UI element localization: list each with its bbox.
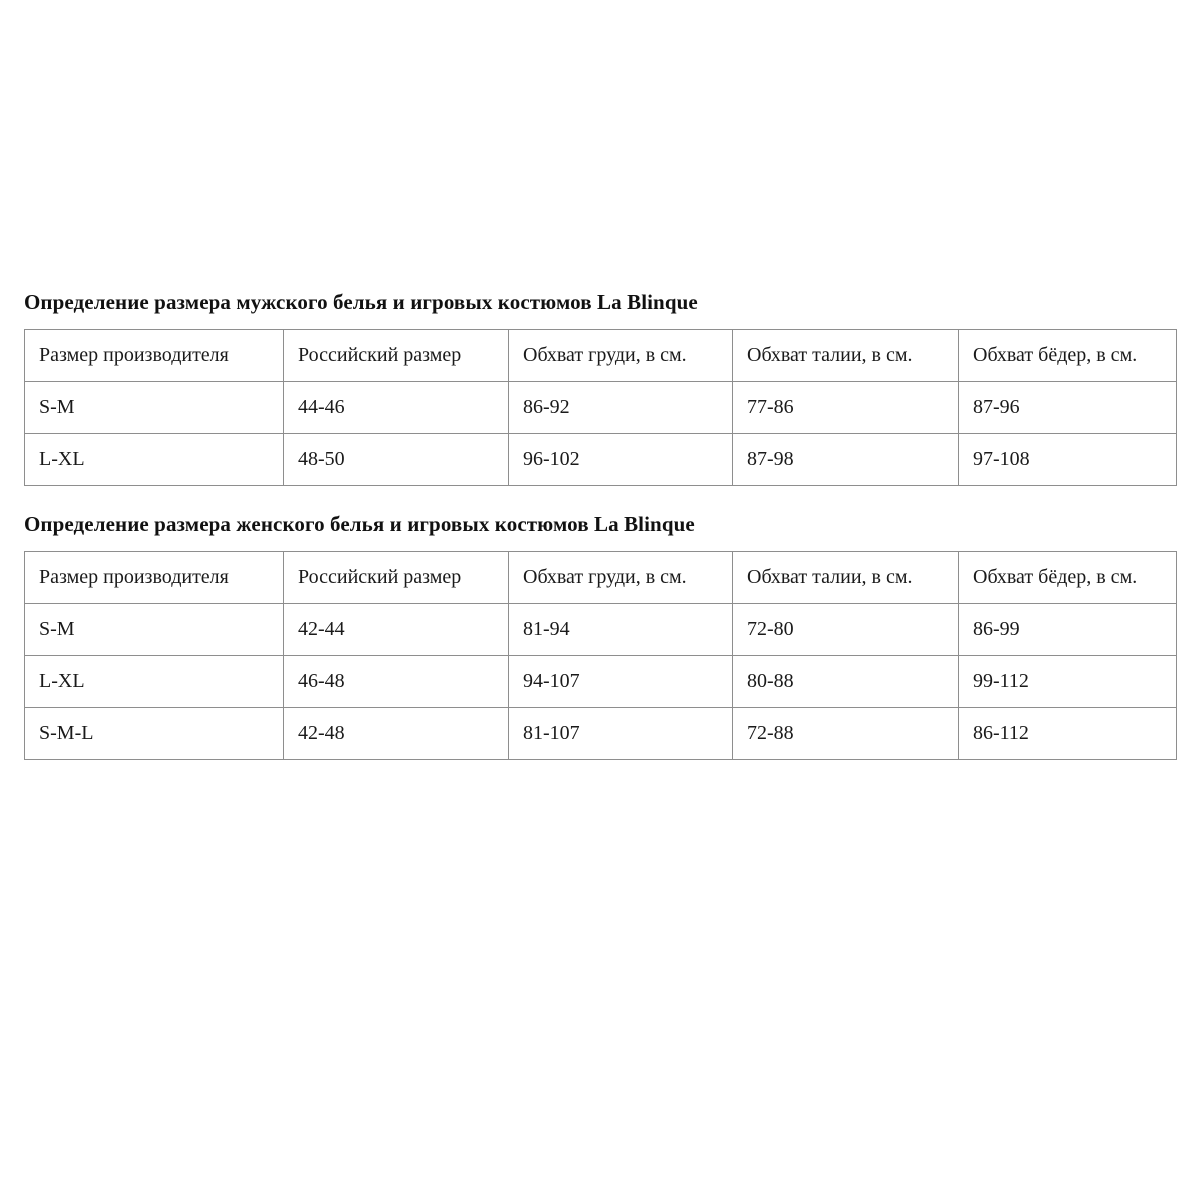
column-header-manufacturer-size: Размер производителя: [24, 551, 284, 605]
cell-waist: 72-80: [732, 603, 959, 657]
cell-manufacturer-size: L-XL: [24, 433, 284, 487]
cell-waist: 80-88: [732, 655, 959, 709]
cell-waist: 87-98: [732, 433, 959, 487]
table-header-mens: Размер производителя Российский размер О…: [24, 329, 1177, 383]
section-title-mens: Определение размера мужского белья и игр…: [24, 290, 698, 314]
cell-chest: 96-102: [508, 433, 733, 487]
column-header-hips: Обхват бёдер, в см.: [958, 329, 1177, 383]
cell-waist: 77-86: [732, 381, 959, 435]
column-header-hips: Обхват бёдер, в см.: [958, 551, 1177, 605]
section-mens-sizes: Определение размера мужского белья и игр…: [24, 290, 1177, 487]
table-header-row: Размер производителя Российский размер О…: [24, 329, 1177, 383]
cell-chest: 81-94: [508, 603, 733, 657]
cell-hips: 99-112: [958, 655, 1177, 709]
cell-manufacturer-size: S-M-L: [24, 707, 284, 761]
size-table-womens: Размер производителя Российский размер О…: [24, 551, 1177, 761]
section-title-womens: Определение размера женского белья и игр…: [24, 512, 695, 537]
section-womens-sizes: Определение размера женского белья и игр…: [24, 512, 1177, 761]
cell-chest: 94-107: [508, 655, 733, 709]
cell-chest: 81-107: [508, 707, 733, 761]
cell-russian-size: 44-46: [283, 381, 509, 435]
table-row: S-M-L 42-48 81-107 72-88 86-112: [24, 707, 1177, 761]
column-header-waist: Обхват талии, в см.: [732, 551, 959, 605]
cell-manufacturer-size: S-M: [24, 381, 284, 435]
cell-hips: 97-108: [958, 433, 1177, 487]
table-header-row: Размер производителя Российский размер О…: [24, 551, 1177, 605]
cell-hips: 87-96: [958, 381, 1177, 435]
cell-russian-size: 48-50: [283, 433, 509, 487]
column-header-waist: Обхват талии, в см.: [732, 329, 959, 383]
cell-hips: 86-112: [958, 707, 1177, 761]
column-header-chest: Обхват груди, в см.: [508, 551, 733, 605]
cell-manufacturer-size: L-XL: [24, 655, 284, 709]
table-header-womens: Размер производителя Российский размер О…: [24, 551, 1177, 605]
cell-chest: 86-92: [508, 381, 733, 435]
table-row: L-XL 46-48 94-107 80-88 99-112: [24, 655, 1177, 709]
column-header-russian-size: Российский размер: [283, 551, 509, 605]
cell-russian-size: 42-44: [283, 603, 509, 657]
column-header-chest: Обхват груди, в см.: [508, 329, 733, 383]
table-row: L-XL 48-50 96-102 87-98 97-108: [24, 433, 1177, 487]
column-header-russian-size: Российский размер: [283, 329, 509, 383]
column-header-manufacturer-size: Размер производителя: [24, 329, 284, 383]
size-table-mens: Размер производителя Российский размер О…: [24, 329, 1177, 487]
table-body-mens: S-M 44-46 86-92 77-86 87-96 L-XL 48-50 9…: [24, 381, 1177, 487]
table-row: S-M 44-46 86-92 77-86 87-96: [24, 381, 1177, 435]
cell-manufacturer-size: S-M: [24, 603, 284, 657]
cell-hips: 86-99: [958, 603, 1177, 657]
cell-russian-size: 46-48: [283, 655, 509, 709]
cell-waist: 72-88: [732, 707, 959, 761]
table-body-womens: S-M 42-44 81-94 72-80 86-99 L-XL 46-48 9…: [24, 603, 1177, 761]
cell-russian-size: 42-48: [283, 707, 509, 761]
table-row: S-M 42-44 81-94 72-80 86-99: [24, 603, 1177, 657]
